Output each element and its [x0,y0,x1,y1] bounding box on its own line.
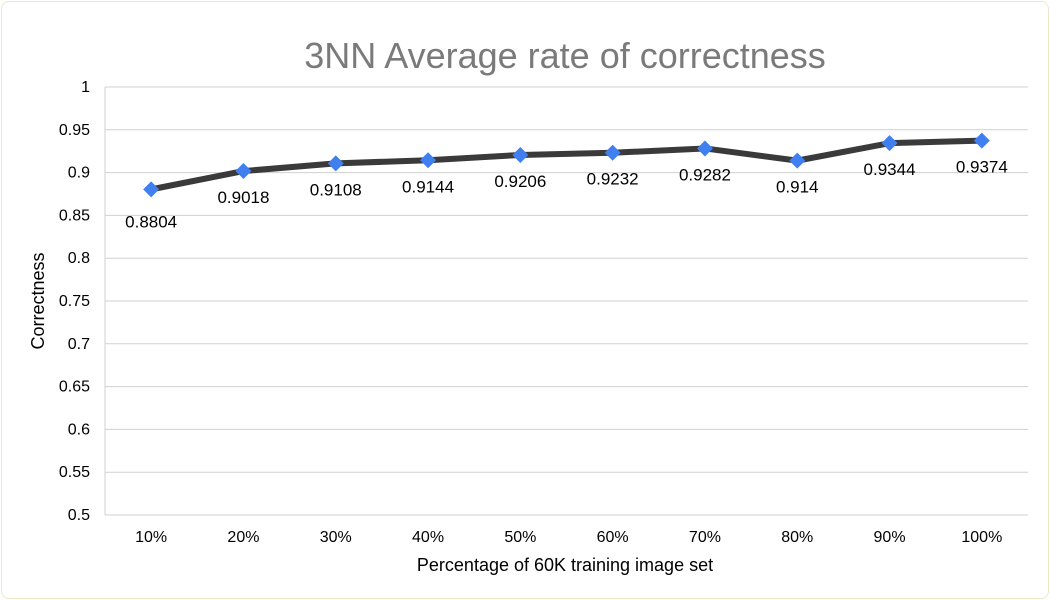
x-tick-label: 80% [781,529,813,546]
x-axis-ticks: 10% 20% 30% 40% 50% 60% 70% 80% 90% 100% [135,529,1002,546]
data-point-marker [881,135,898,152]
data-labels: 0.8804 0.9018 0.9108 0.9144 0.9206 0.9232 0.92… [125,158,1008,232]
y-axis-label: Correctness [28,252,48,349]
data-label: 0.9344 [864,160,916,179]
x-tick-label: 60% [597,529,629,546]
y-tick-label: 0.85 [59,207,90,224]
x-tick-label: 10% [135,529,167,546]
y-tick-label: 0.75 [59,293,90,310]
data-label: 0.9144 [402,177,454,196]
data-point-marker [604,144,621,161]
y-tick-label: 0.9 [68,165,90,182]
data-point-marker [696,140,713,157]
data-markers [143,132,990,198]
data-label: 0.9232 [587,170,639,189]
data-label: 0.9374 [956,158,1008,177]
x-tick-label: 70% [689,529,721,546]
series-line-group [148,137,985,193]
data-point-marker [789,152,806,169]
data-label: 0.9282 [679,165,731,184]
y-tick-label: 0.6 [68,421,90,438]
y-tick-label: 0.55 [59,464,90,481]
y-tick-label: 1 [81,79,90,96]
data-point-marker [512,146,529,163]
series-line [148,137,985,193]
data-point-marker [420,152,437,169]
x-tick-label: 40% [412,529,444,546]
x-tick-label: 90% [874,529,906,546]
x-tick-label: 30% [320,529,352,546]
x-tick-label: 100% [961,529,1002,546]
y-axis-ticks: 0.5 0.55 0.6 0.65 0.7 0.75 0.8 0.85 0.9 0.95 1 [59,79,90,524]
data-label: 0.9018 [217,188,269,207]
data-point-marker [143,181,160,198]
y-tick-label: 0.7 [68,336,90,353]
x-axis-label: Percentage of 60K training image set [417,555,713,575]
y-tick-label: 0.95 [59,122,90,139]
x-tick-label: 50% [504,529,536,546]
chart-title: 3NN Average rate of correctness [304,35,826,76]
data-point-marker [235,163,252,180]
data-label: 0.9206 [494,172,546,191]
data-point-marker [327,155,344,172]
data-label: 0.8804 [125,212,177,231]
y-tick-label: 0.5 [68,507,90,524]
y-tick-label: 0.65 [59,379,90,396]
data-label: 0.9108 [310,180,362,199]
data-label: 0.914 [776,178,819,197]
x-tick-label: 20% [227,529,259,546]
y-tick-label: 0.8 [68,250,90,267]
data-point-marker [973,132,990,149]
